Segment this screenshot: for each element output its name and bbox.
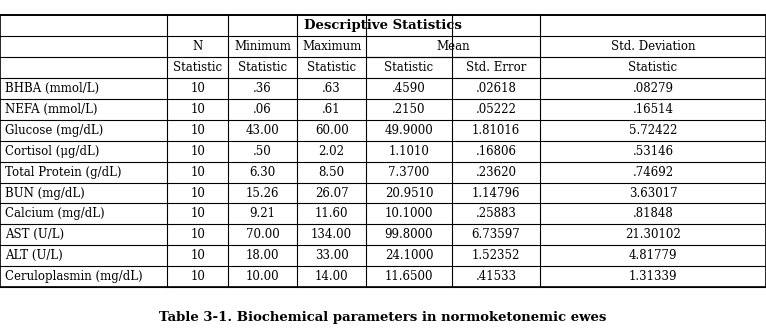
Text: Maximum: Maximum xyxy=(302,40,362,53)
Text: Descriptive Statistics: Descriptive Statistics xyxy=(304,19,462,32)
Text: 6.30: 6.30 xyxy=(250,166,276,179)
Text: .36: .36 xyxy=(254,82,272,95)
Text: Std. Error: Std. Error xyxy=(466,61,526,74)
Text: 20.9510: 20.9510 xyxy=(385,186,434,199)
Text: 3.63017: 3.63017 xyxy=(629,186,677,199)
Text: .41533: .41533 xyxy=(476,270,516,283)
Text: 10: 10 xyxy=(190,124,205,137)
Text: .08279: .08279 xyxy=(633,82,673,95)
Text: 10: 10 xyxy=(190,228,205,241)
Text: 70.00: 70.00 xyxy=(246,228,280,241)
Text: Calcium (mg/dL): Calcium (mg/dL) xyxy=(5,207,105,220)
Text: 11.6500: 11.6500 xyxy=(385,270,434,283)
Text: 1.81016: 1.81016 xyxy=(472,124,520,137)
Text: Minimum: Minimum xyxy=(234,40,291,53)
Text: .2150: .2150 xyxy=(392,103,426,116)
Text: Statistic: Statistic xyxy=(385,61,434,74)
Text: .23620: .23620 xyxy=(476,166,516,179)
Text: 18.00: 18.00 xyxy=(246,249,280,262)
Text: 14.00: 14.00 xyxy=(315,270,349,283)
Text: BHBA (mmol/L): BHBA (mmol/L) xyxy=(5,82,100,95)
Text: 10: 10 xyxy=(190,82,205,95)
Text: Total Protein (g/dL): Total Protein (g/dL) xyxy=(5,166,122,179)
Text: 24.1000: 24.1000 xyxy=(385,249,434,262)
Text: 60.00: 60.00 xyxy=(315,124,349,137)
Text: Statistic: Statistic xyxy=(628,61,678,74)
Text: BUN (mg/dL): BUN (mg/dL) xyxy=(5,186,85,199)
Text: 7.3700: 7.3700 xyxy=(388,166,430,179)
Text: 10: 10 xyxy=(190,186,205,199)
Text: .50: .50 xyxy=(254,145,272,158)
Text: 15.26: 15.26 xyxy=(246,186,280,199)
Text: 5.72422: 5.72422 xyxy=(629,124,677,137)
Text: 1.14796: 1.14796 xyxy=(472,186,520,199)
Text: NEFA (mmol/L): NEFA (mmol/L) xyxy=(5,103,98,116)
Text: 10: 10 xyxy=(190,207,205,220)
Text: Glucose (mg/dL): Glucose (mg/dL) xyxy=(5,124,103,137)
Text: 10: 10 xyxy=(190,166,205,179)
Text: Ceruloplasmin (mg/dL): Ceruloplasmin (mg/dL) xyxy=(5,270,143,283)
Text: Statistic: Statistic xyxy=(238,61,287,74)
Text: .63: .63 xyxy=(322,82,341,95)
Text: Statistic: Statistic xyxy=(173,61,222,74)
Text: 49.9000: 49.9000 xyxy=(385,124,434,137)
Text: 99.8000: 99.8000 xyxy=(385,228,434,241)
Text: .61: .61 xyxy=(322,103,341,116)
Text: AST (U/L): AST (U/L) xyxy=(5,228,64,241)
Text: 10: 10 xyxy=(190,103,205,116)
Text: .02618: .02618 xyxy=(476,82,516,95)
Text: 33.00: 33.00 xyxy=(315,249,349,262)
Text: 43.00: 43.00 xyxy=(246,124,280,137)
Text: Cortisol (μg/dL): Cortisol (μg/dL) xyxy=(5,145,100,158)
Text: 1.52352: 1.52352 xyxy=(472,249,520,262)
Text: 10: 10 xyxy=(190,249,205,262)
Text: 1.31339: 1.31339 xyxy=(629,270,677,283)
Text: N: N xyxy=(192,40,203,53)
Text: 10.00: 10.00 xyxy=(246,270,280,283)
Text: 6.73597: 6.73597 xyxy=(472,228,520,241)
Text: .25883: .25883 xyxy=(476,207,516,220)
Text: 11.60: 11.60 xyxy=(315,207,349,220)
Text: .05222: .05222 xyxy=(476,103,516,116)
Text: 10: 10 xyxy=(190,145,205,158)
Text: 1.1010: 1.1010 xyxy=(388,145,430,158)
Text: .74692: .74692 xyxy=(633,166,673,179)
Text: Std. Deviation: Std. Deviation xyxy=(611,40,696,53)
Text: 134.00: 134.00 xyxy=(311,228,352,241)
Text: .53146: .53146 xyxy=(633,145,673,158)
Text: .16806: .16806 xyxy=(476,145,516,158)
Text: Statistic: Statistic xyxy=(307,61,356,74)
Text: Table 3-1. Biochemical parameters in normoketonemic ewes: Table 3-1. Biochemical parameters in nor… xyxy=(159,311,607,324)
Text: 10: 10 xyxy=(190,270,205,283)
Text: 2.02: 2.02 xyxy=(319,145,345,158)
Text: .4590: .4590 xyxy=(392,82,426,95)
Text: .16514: .16514 xyxy=(633,103,673,116)
Text: ALT (U/L): ALT (U/L) xyxy=(5,249,63,262)
Text: .81848: .81848 xyxy=(633,207,673,220)
Text: 26.07: 26.07 xyxy=(315,186,349,199)
Text: 21.30102: 21.30102 xyxy=(625,228,681,241)
Text: 10.1000: 10.1000 xyxy=(385,207,434,220)
Text: 8.50: 8.50 xyxy=(319,166,345,179)
Text: .06: .06 xyxy=(254,103,272,116)
Text: 4.81779: 4.81779 xyxy=(629,249,677,262)
Text: Mean: Mean xyxy=(437,40,470,53)
Text: 9.21: 9.21 xyxy=(250,207,276,220)
